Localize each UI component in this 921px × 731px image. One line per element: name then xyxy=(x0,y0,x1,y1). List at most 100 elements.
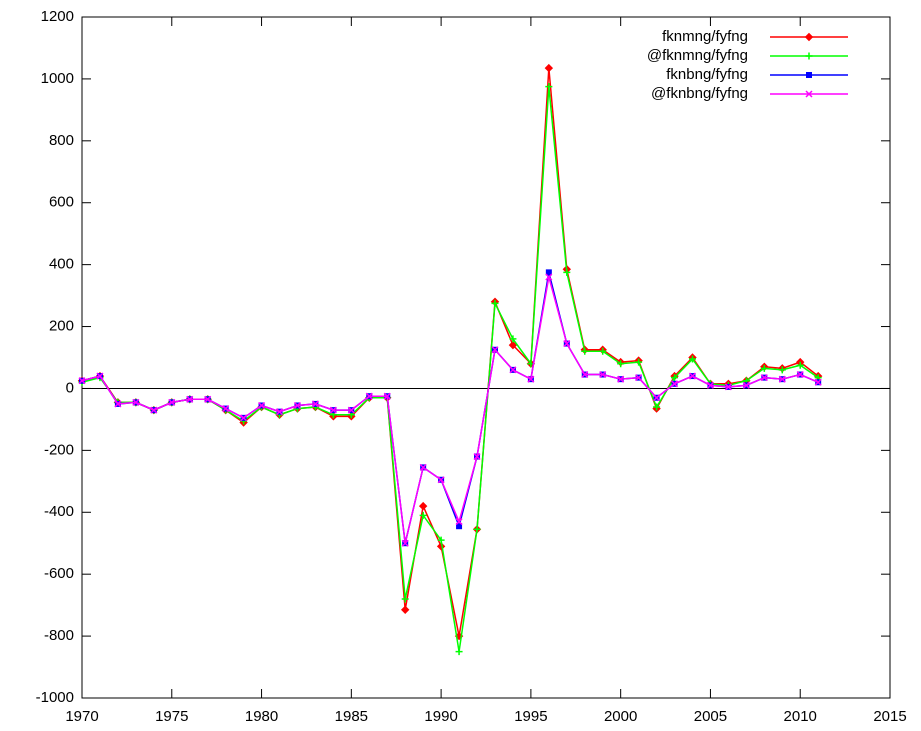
x-tick-label: 1970 xyxy=(65,708,98,725)
marker xyxy=(401,595,409,603)
marker xyxy=(671,374,679,382)
marker xyxy=(545,269,552,276)
marker xyxy=(796,370,804,379)
marker xyxy=(635,374,643,382)
marker xyxy=(365,392,373,400)
x-tick-label: 2015 xyxy=(873,708,906,725)
marker xyxy=(473,525,481,533)
x-tick-label: 2000 xyxy=(604,708,637,725)
marker xyxy=(688,355,696,363)
marker xyxy=(581,347,589,355)
legend-label: @fknmng/fyfng xyxy=(647,47,748,64)
marker xyxy=(418,501,428,511)
marker xyxy=(563,268,571,276)
marker xyxy=(508,340,518,350)
x-tick-label: 2005 xyxy=(694,708,727,725)
marker xyxy=(527,375,535,383)
marker xyxy=(204,395,212,403)
marker xyxy=(653,403,661,411)
marker xyxy=(599,347,607,355)
marker xyxy=(778,366,786,374)
series-line xyxy=(81,86,819,652)
marker xyxy=(742,381,750,389)
marker xyxy=(78,377,86,385)
y-tick-label: 600 xyxy=(49,194,74,211)
marker xyxy=(455,648,463,656)
marker xyxy=(706,381,714,389)
marker xyxy=(240,414,248,422)
marker xyxy=(132,398,140,406)
y-tick-label: -600 xyxy=(44,565,74,582)
series-line xyxy=(81,68,819,637)
marker xyxy=(491,299,499,307)
marker xyxy=(168,398,176,406)
marker xyxy=(437,536,445,544)
marker xyxy=(653,394,661,402)
x-tick-label: 1985 xyxy=(335,708,368,725)
y-tick-label: 200 xyxy=(49,318,74,335)
marker xyxy=(473,453,481,461)
marker xyxy=(311,400,319,408)
marker xyxy=(635,358,643,366)
marker xyxy=(760,374,768,382)
marker xyxy=(329,406,337,414)
y-tick-label: -400 xyxy=(44,503,74,520)
marker xyxy=(436,542,446,551)
marker xyxy=(778,375,786,383)
y-tick-label: 800 xyxy=(49,132,74,149)
x-tick-label: 1990 xyxy=(424,708,457,725)
marker xyxy=(760,364,768,372)
x-tick-label: 1975 xyxy=(155,708,188,725)
marker xyxy=(96,372,104,380)
marker xyxy=(563,340,571,348)
marker xyxy=(724,383,732,391)
x-tick-label: 1980 xyxy=(245,708,278,725)
legend-label: fknmng/fyfng xyxy=(662,28,748,45)
marker xyxy=(688,372,697,380)
marker xyxy=(617,360,625,368)
marker xyxy=(455,518,463,526)
x-tick-label: 1995 xyxy=(514,708,547,725)
y-tick-label: 1000 xyxy=(41,70,74,87)
marker xyxy=(509,366,517,374)
marker xyxy=(400,605,410,614)
marker xyxy=(491,346,499,354)
y-tick-label: 0 xyxy=(66,379,74,396)
legend-label: @fknbng/fyfng xyxy=(651,85,748,102)
marker xyxy=(814,378,822,386)
marker xyxy=(671,380,679,388)
y-tick-label: -200 xyxy=(44,441,74,458)
marker xyxy=(114,400,122,408)
marker xyxy=(347,406,355,414)
marker xyxy=(806,72,812,78)
marker xyxy=(599,370,607,379)
marker xyxy=(456,523,463,530)
marker xyxy=(419,463,427,471)
series-line xyxy=(81,272,819,544)
y-tick-label: 400 xyxy=(49,256,74,273)
marker xyxy=(275,408,284,416)
marker xyxy=(419,511,427,519)
marker xyxy=(804,32,814,42)
marker xyxy=(293,401,301,410)
marker xyxy=(544,63,554,73)
x-tick-label: 2010 xyxy=(784,708,817,725)
legend-label: fknbng/fyfng xyxy=(666,66,748,83)
marker xyxy=(437,476,445,484)
marker xyxy=(509,335,517,343)
marker xyxy=(545,273,553,281)
marker xyxy=(796,361,804,369)
y-tick-label: 1200 xyxy=(41,8,74,25)
marker xyxy=(401,539,409,547)
marker xyxy=(617,375,625,383)
marker xyxy=(258,401,266,410)
marker xyxy=(222,405,230,413)
marker xyxy=(805,90,813,98)
marker xyxy=(581,370,589,379)
plot-frame xyxy=(81,16,891,699)
marker xyxy=(186,395,194,403)
marker xyxy=(545,83,553,91)
y-tick-label: -1000 xyxy=(36,689,74,706)
y-tick-label: -800 xyxy=(44,627,74,644)
